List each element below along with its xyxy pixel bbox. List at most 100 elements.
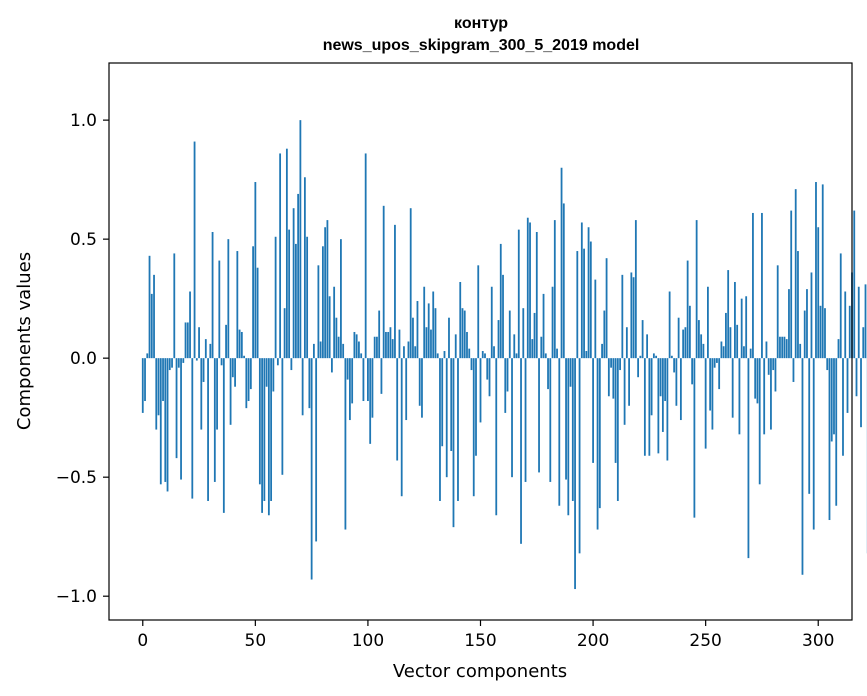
bar-181 (549, 358, 552, 482)
bar-277 (765, 341, 768, 359)
bar-112 (394, 224, 396, 359)
x-axis-ticks: 0 50 100 150 200 250 300 (137, 620, 834, 651)
bar-95 (355, 334, 358, 359)
bar-26 (200, 358, 203, 430)
bar-263 (734, 281, 736, 359)
bar-298 (812, 358, 815, 530)
bar-76 (312, 343, 315, 359)
bar-184 (556, 348, 558, 359)
bar-227 (652, 353, 655, 359)
bar-251 (707, 286, 709, 359)
bar-172 (529, 222, 531, 359)
bar-30 (209, 343, 212, 359)
bar-242 (686, 260, 689, 359)
plot-frame (108, 62, 853, 621)
bar-57 (270, 358, 273, 501)
bar-187 (562, 203, 565, 359)
bar-29 (207, 358, 209, 501)
bar-248 (700, 334, 703, 359)
bar-132 (439, 358, 441, 501)
bar-225 (648, 358, 651, 456)
bar-33 (216, 358, 218, 430)
bar-136 (448, 317, 450, 359)
bar-314 (848, 305, 851, 359)
bar-208 (610, 358, 612, 368)
bar-127 (427, 303, 430, 359)
bar-241 (684, 327, 687, 359)
bar-313 (846, 358, 849, 413)
bar-226 (650, 358, 653, 416)
bar-92 (349, 358, 351, 421)
bar-237 (675, 358, 678, 406)
bar-259 (725, 312, 727, 359)
bar-125 (423, 286, 426, 359)
bar-71 (301, 358, 304, 416)
bar-287 (788, 289, 790, 359)
bar-234 (668, 291, 671, 359)
bar-160 (502, 274, 504, 359)
bar-250 (704, 358, 707, 449)
bar-84 (331, 358, 333, 373)
bar-245 (693, 358, 696, 518)
bar-276 (763, 358, 766, 435)
bar-179 (544, 353, 547, 359)
bar-290 (794, 189, 797, 359)
bar-182 (551, 286, 554, 359)
y-tick-label: 1.0 (70, 111, 97, 131)
x-tick-label: 200 (577, 631, 609, 651)
bar-300 (817, 227, 820, 359)
bar-232 (664, 358, 667, 402)
bar-101 (369, 358, 372, 444)
bar-214 (623, 358, 626, 425)
bar-47 (247, 358, 250, 402)
bar-199 (589, 241, 592, 359)
bar-56 (267, 358, 270, 516)
bar-151 (481, 351, 484, 359)
bar-110 (389, 327, 392, 359)
bar-83 (328, 296, 331, 359)
bar-170 (524, 358, 527, 482)
bar-162 (506, 358, 509, 392)
bar-27 (202, 358, 205, 382)
bar-286 (785, 339, 788, 359)
bars-group (141, 120, 867, 590)
bar-90 (344, 358, 347, 530)
bar-285 (783, 336, 786, 359)
bar-39 (229, 358, 232, 425)
bar-257 (720, 341, 723, 359)
bar-197 (585, 351, 588, 359)
bar-103 (373, 336, 376, 359)
bar-200 (592, 358, 594, 463)
bar-46 (245, 358, 248, 409)
bar-4 (150, 293, 153, 359)
bar-180 (547, 358, 549, 390)
bar-135 (445, 358, 448, 478)
bar-75 (310, 358, 313, 580)
bar-40 (231, 358, 234, 378)
bar-166 (515, 353, 518, 359)
bar-131 (436, 353, 439, 359)
bar-164 (511, 358, 513, 478)
bar-13 (171, 358, 173, 368)
bar-308 (835, 358, 838, 506)
bar-157 (495, 358, 498, 516)
bar-58 (272, 358, 275, 392)
bar-11 (166, 358, 169, 492)
bar-79 (319, 341, 322, 359)
bar-233 (666, 358, 669, 461)
bar-63 (283, 308, 286, 359)
bar-121 (414, 346, 417, 359)
bar-283 (779, 336, 781, 359)
bar-145 (468, 348, 471, 359)
bar-205 (603, 310, 606, 359)
bar-212 (619, 358, 621, 371)
bar-143 (463, 310, 466, 359)
bar-66 (290, 358, 293, 371)
bar-173 (531, 339, 534, 359)
bar-202 (596, 358, 599, 530)
bar-18 (182, 358, 185, 363)
bar-274 (758, 358, 761, 485)
bar-175 (535, 232, 538, 359)
bar-301 (819, 305, 822, 359)
bar-1 (144, 358, 146, 402)
